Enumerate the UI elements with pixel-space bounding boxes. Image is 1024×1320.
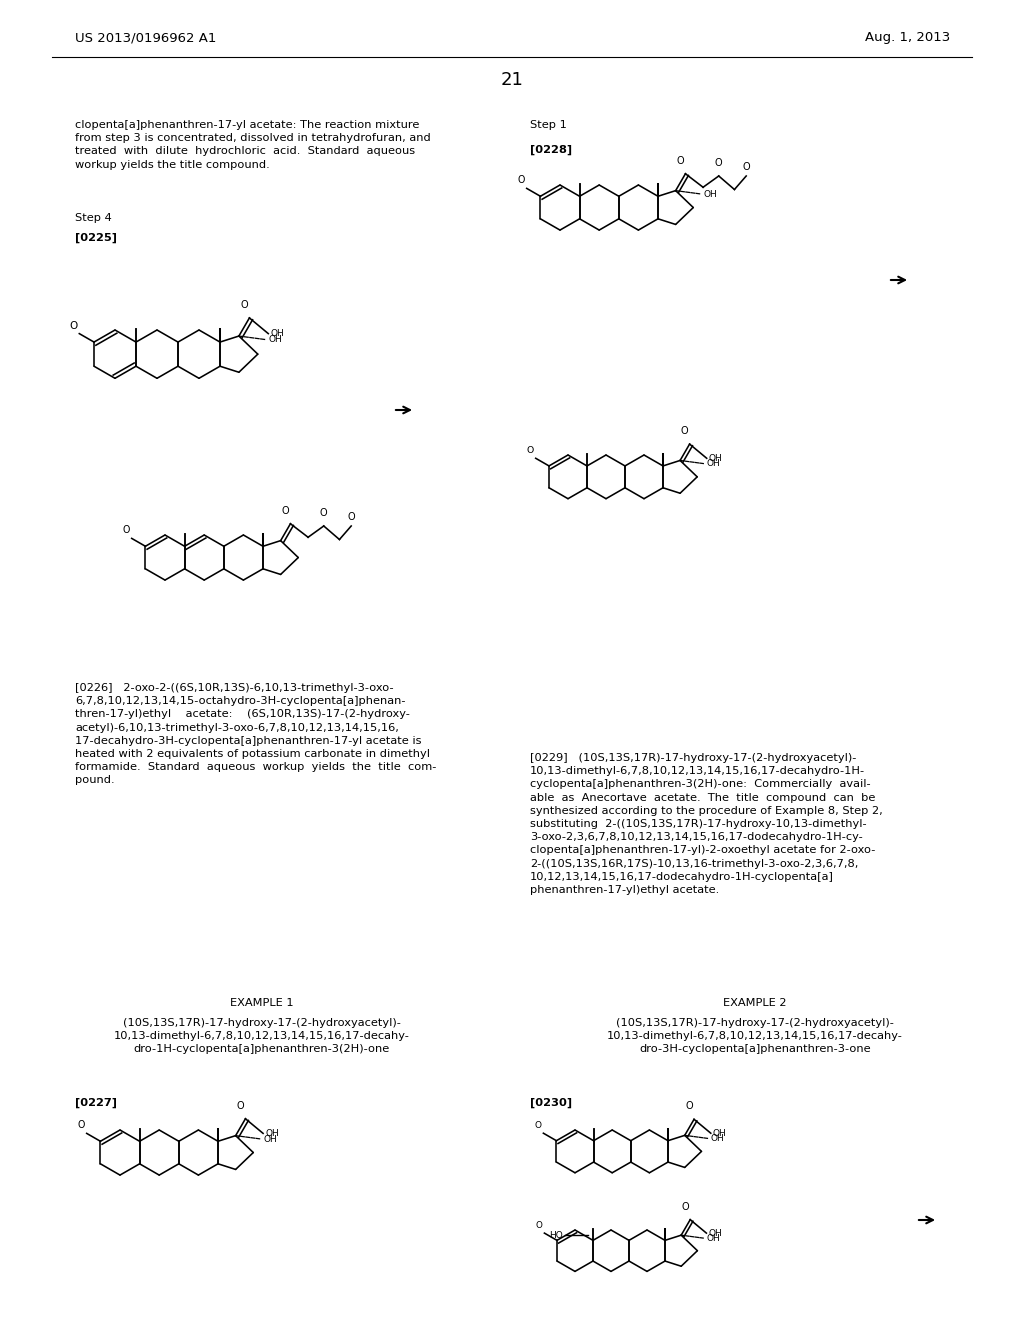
Text: Step 1: Step 1 [530,120,567,129]
Text: [0229]   (10S,13S,17R)-17-hydroxy-17-(2-hydroxyacetyl)-
10,13-dimethyl-6,7,8,10,: [0229] (10S,13S,17R)-17-hydroxy-17-(2-hy… [530,752,883,895]
Text: OH: OH [709,1229,722,1238]
Text: HO: HO [549,1230,563,1239]
Text: O: O [715,158,723,168]
Text: OH: OH [270,329,284,338]
Text: OH: OH [711,1134,725,1143]
Text: [0225]: [0225] [75,234,117,243]
Text: 21: 21 [501,71,523,88]
Text: O: O [535,1121,542,1130]
Text: O: O [526,446,534,455]
Text: OH: OH [263,1134,276,1143]
Text: OH: OH [703,190,717,198]
Text: O: O [282,506,290,516]
Text: O: O [319,508,328,517]
Text: US 2013/0196962 A1: US 2013/0196962 A1 [75,32,216,45]
Text: OH: OH [709,454,723,463]
Text: OH: OH [713,1129,727,1138]
Text: EXAMPLE 1: EXAMPLE 1 [230,998,294,1008]
Text: O: O [682,1201,689,1212]
Text: OH: OH [707,459,721,469]
Text: [0228]: [0228] [530,145,572,156]
Text: (10S,13S,17R)-17-hydroxy-17-(2-hydroxyacetyl)-
10,13-dimethyl-6,7,8,10,12,13,14,: (10S,13S,17R)-17-hydroxy-17-(2-hydroxyac… [607,1018,903,1055]
Text: O: O [69,321,77,330]
Text: EXAMPLE 2: EXAMPLE 2 [723,998,786,1008]
Text: O: O [517,176,524,185]
Text: O: O [237,1101,245,1110]
Text: O: O [77,1121,85,1130]
Text: O: O [536,1221,543,1230]
Text: Step 4: Step 4 [75,213,112,223]
Text: O: O [241,300,249,310]
Text: O: O [122,525,130,536]
Text: O: O [347,512,355,521]
Text: OH: OH [265,1129,279,1138]
Text: O: O [677,156,684,166]
Text: Aug. 1, 2013: Aug. 1, 2013 [864,32,950,45]
Text: clopenta[a]phenanthren-17-yl acetate: The reaction mixture
from step 3 is concen: clopenta[a]phenanthren-17-yl acetate: Th… [75,120,431,169]
Text: O: O [742,162,750,172]
Text: O: O [681,426,688,436]
Text: [0226]   2-oxo-2-((6S,10R,13S)-6,10,13-trimethyl-3-oxo-
6,7,8,10,12,13,14,15-oct: [0226] 2-oxo-2-((6S,10R,13S)-6,10,13-tri… [75,682,436,785]
Text: (10S,13S,17R)-17-hydroxy-17-(2-hydroxyacetyl)-
10,13-dimethyl-6,7,8,10,12,13,14,: (10S,13S,17R)-17-hydroxy-17-(2-hydroxyac… [114,1018,410,1055]
Text: O: O [685,1101,693,1111]
Text: [0227]: [0227] [75,1098,117,1109]
Text: [0230]: [0230] [530,1098,572,1109]
Text: OH: OH [268,335,282,345]
Text: OH: OH [707,1234,720,1243]
